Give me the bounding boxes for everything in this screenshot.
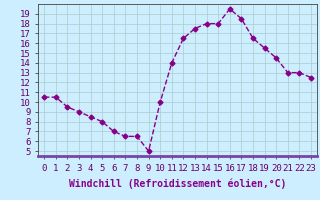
X-axis label: Windchill (Refroidissement éolien,°C): Windchill (Refroidissement éolien,°C) (69, 178, 286, 189)
